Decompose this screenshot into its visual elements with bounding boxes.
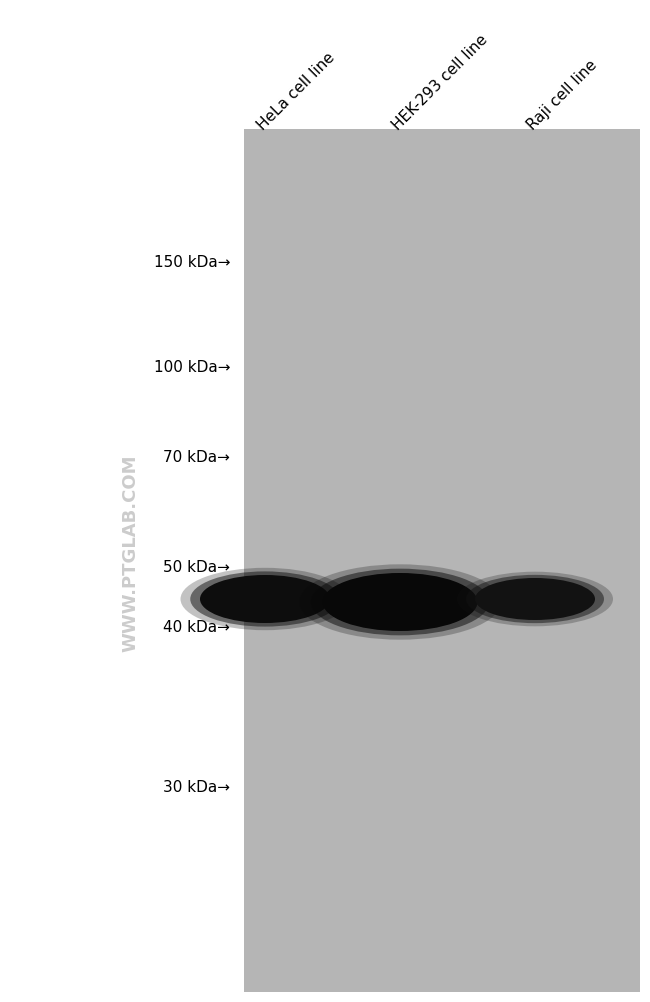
Ellipse shape xyxy=(322,573,478,631)
Ellipse shape xyxy=(475,578,595,620)
Ellipse shape xyxy=(457,572,613,626)
Ellipse shape xyxy=(311,569,489,635)
Ellipse shape xyxy=(299,565,500,640)
Text: 70 kDa→: 70 kDa→ xyxy=(163,450,230,465)
Ellipse shape xyxy=(181,568,350,630)
Text: 40 kDa→: 40 kDa→ xyxy=(163,620,230,635)
Text: HEK-293 cell line: HEK-293 cell line xyxy=(389,32,491,133)
Text: 100 kDa→: 100 kDa→ xyxy=(153,360,230,375)
Text: WWW.PTGLAB.COM: WWW.PTGLAB.COM xyxy=(121,454,139,651)
Text: Raji cell line: Raji cell line xyxy=(525,57,600,133)
Ellipse shape xyxy=(190,572,340,627)
Text: HeLa cell line: HeLa cell line xyxy=(254,50,337,133)
Text: 30 kDa→: 30 kDa→ xyxy=(163,780,230,795)
Text: 150 kDa→: 150 kDa→ xyxy=(153,256,230,271)
Ellipse shape xyxy=(466,575,604,623)
Bar xyxy=(244,130,640,992)
Text: 50 kDa→: 50 kDa→ xyxy=(163,560,230,575)
Ellipse shape xyxy=(200,575,330,623)
